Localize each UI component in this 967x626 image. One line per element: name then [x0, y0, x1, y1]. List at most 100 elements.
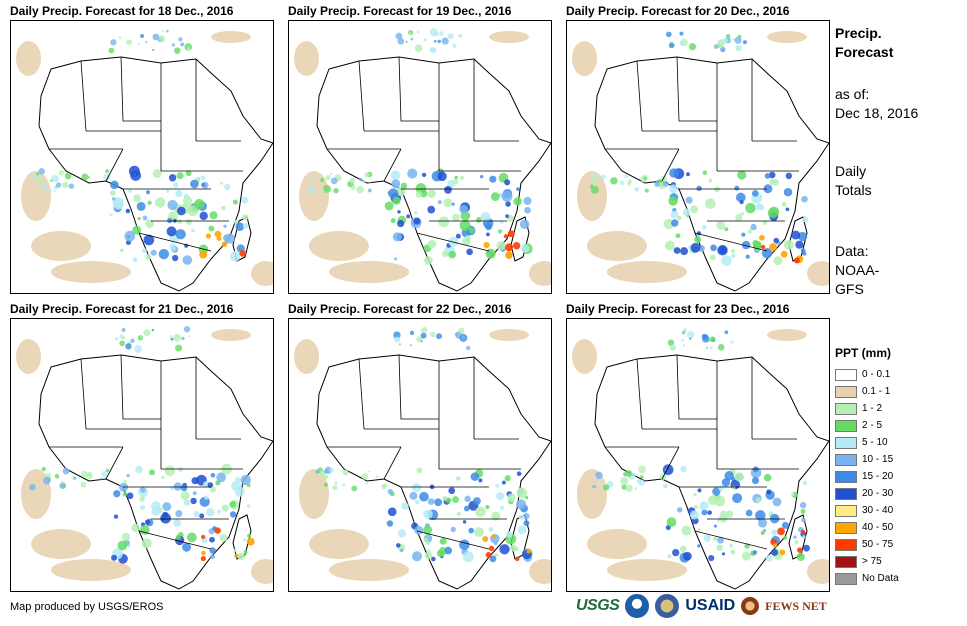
- legend-swatch: [835, 555, 857, 568]
- legend-label: 20 - 30: [862, 488, 894, 499]
- precip-map: [566, 318, 830, 592]
- asof-block: as of: Dec 18, 2016: [835, 85, 918, 123]
- data-line-2: NOAA-: [835, 262, 880, 278]
- dry-region-layer: [16, 31, 273, 286]
- legend: 0 - 0.1 0.1 - 1 1 - 2 2 - 5 5 - 10 10 - 15 15 …: [835, 366, 899, 587]
- legend-item: 20 - 30: [835, 485, 899, 502]
- legend-item: 15 - 20: [835, 468, 899, 485]
- asof-date: Dec 18, 2016: [835, 105, 919, 121]
- africa-map-svg: [16, 29, 273, 292]
- logo-strip: USGS USAID FEWS NET: [576, 594, 827, 618]
- dry-region-layer: [294, 31, 551, 286]
- legend-label: 50 - 75: [862, 539, 894, 550]
- legend-item: 5 - 10: [835, 434, 899, 451]
- country-borders: [605, 56, 799, 252]
- legend-swatch: [835, 419, 857, 432]
- panel-title: Daily Precip. Forecast for 18 Dec., 2016: [10, 4, 234, 18]
- africa-map-svg: [294, 28, 551, 292]
- forecast-title: Precip. Forecast: [835, 24, 893, 62]
- noaa-logo-icon: [625, 594, 650, 618]
- precip-map: [10, 318, 274, 592]
- africa-map-svg: [572, 31, 829, 292]
- legend-label: 1 - 2: [862, 403, 883, 414]
- data-line-1: Data:: [835, 243, 869, 259]
- legend-label: > 75: [862, 556, 882, 567]
- precip-layer: [33, 29, 249, 265]
- legend-item: 40 - 50: [835, 519, 899, 536]
- legend-swatch: [835, 436, 857, 449]
- legend-swatch: [835, 572, 857, 585]
- legend-swatch: [835, 521, 857, 534]
- map-credit: Map produced by USGS/EROS: [10, 601, 164, 613]
- usaid-logo: USAID: [685, 597, 736, 614]
- title-line-2: Forecast: [835, 44, 894, 60]
- fews-net-logo: FEWS NET: [765, 598, 827, 613]
- legend-label: 30 - 40: [862, 505, 894, 516]
- data-line-3: GFS: [835, 281, 864, 297]
- legend-label: 0.1 - 1: [862, 386, 891, 397]
- legend-label: 5 - 10: [862, 437, 888, 448]
- precip-layer: [592, 328, 810, 563]
- africa-map-svg: [16, 326, 273, 590]
- africa-map-svg: [294, 326, 551, 590]
- precip-map: [288, 318, 552, 592]
- legend-swatch: [835, 487, 857, 500]
- africa-outline: [594, 56, 829, 292]
- country-borders: [327, 354, 521, 550]
- panel-title: Daily Precip. Forecast for 23 Dec., 2016: [566, 302, 790, 316]
- legend-title: PPT (mm): [835, 346, 892, 360]
- precip-map: [566, 20, 830, 294]
- fews-globe-icon: [741, 597, 760, 615]
- legend-label: 0 - 0.1: [862, 369, 891, 380]
- legend-swatch: [835, 368, 857, 381]
- legend-item: 1 - 2: [835, 400, 899, 417]
- dry-region-layer: [294, 329, 551, 584]
- legend-swatch: [835, 385, 857, 398]
- country-borders: [327, 56, 521, 252]
- panel-title: Daily Precip. Forecast for 19 Dec., 2016: [288, 4, 512, 18]
- totals-line-2: Totals: [835, 182, 872, 198]
- legend-item: 30 - 40: [835, 502, 899, 519]
- panel-title: Daily Precip. Forecast for 20 Dec., 2016: [566, 4, 790, 18]
- legend-item: 10 - 15: [835, 451, 899, 468]
- precip-layer: [29, 326, 255, 564]
- panel-title: Daily Precip. Forecast for 21 Dec., 2016: [10, 302, 234, 316]
- dry-region-layer: [572, 329, 829, 584]
- legend-item: No Data: [835, 570, 899, 587]
- precip-map: [288, 20, 552, 294]
- legend-item: 0 - 0.1: [835, 366, 899, 383]
- precip-layer: [589, 31, 809, 267]
- legend-item: 0.1 - 1: [835, 383, 899, 400]
- dry-region-layer: [16, 329, 273, 584]
- data-source-block: Data: NOAA- GFS: [835, 242, 879, 299]
- legend-item: > 75: [835, 553, 899, 570]
- legend-item: 2 - 5: [835, 417, 899, 434]
- country-borders: [605, 354, 799, 550]
- legend-label: 15 - 20: [862, 471, 894, 482]
- country-borders: [49, 56, 243, 252]
- legend-swatch: [835, 402, 857, 415]
- legend-item: 50 - 75: [835, 536, 899, 553]
- legend-label: 2 - 5: [862, 420, 883, 431]
- africa-map-svg: [572, 328, 829, 590]
- legend-swatch: [835, 538, 857, 551]
- totals-block: Daily Totals: [835, 162, 872, 200]
- totals-line-1: Daily: [835, 163, 867, 179]
- legend-label: No Data: [862, 573, 899, 584]
- madagascar-outline: [232, 514, 252, 560]
- dry-region-layer: [572, 31, 829, 286]
- title-line-1: Precip.: [835, 25, 882, 41]
- usgs-logo: USGS: [576, 597, 620, 614]
- asof-label: as of:: [835, 86, 870, 102]
- state-dept-seal-icon: [655, 594, 680, 618]
- precip-map: [10, 20, 274, 294]
- legend-label: 10 - 15: [862, 454, 894, 465]
- panel-title: Daily Precip. Forecast for 22 Dec., 2016: [288, 302, 512, 316]
- legend-swatch: [835, 453, 857, 466]
- country-borders: [49, 354, 243, 550]
- legend-swatch: [835, 470, 857, 483]
- legend-swatch: [835, 504, 857, 517]
- precip-layer: [315, 326, 534, 563]
- legend-label: 40 - 50: [862, 522, 894, 533]
- precip-layer: [307, 28, 533, 265]
